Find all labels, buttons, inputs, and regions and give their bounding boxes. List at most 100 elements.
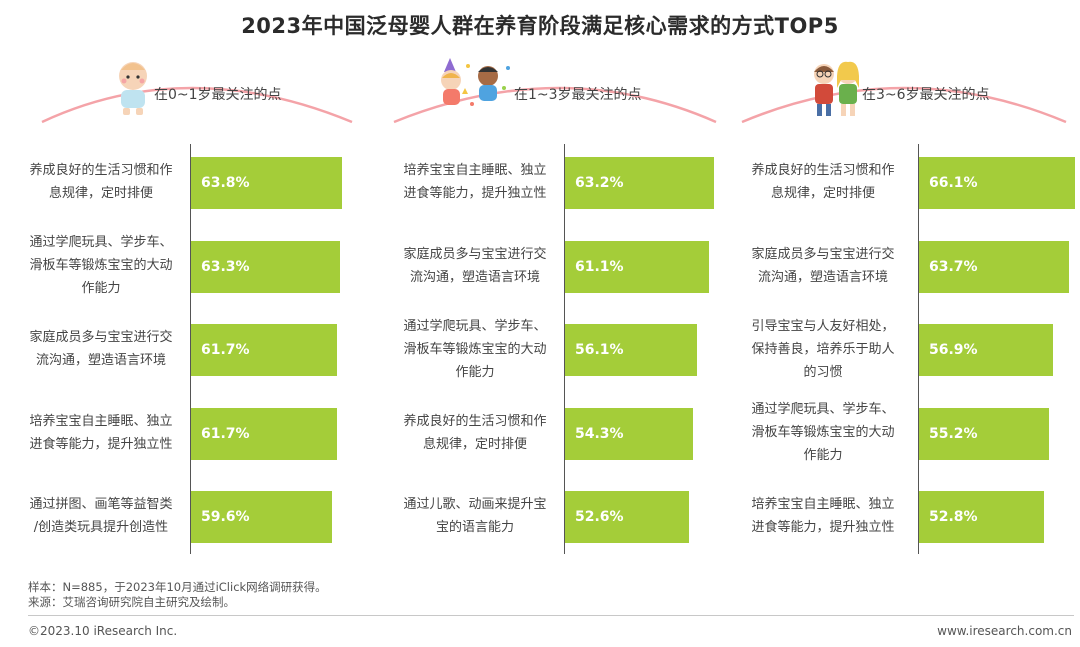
bar: 52.6% <box>565 491 689 543</box>
data-label: 66.1% <box>929 175 978 191</box>
bar: 61.7% <box>191 407 337 460</box>
data-label: 61.7% <box>201 425 250 442</box>
category-label: 通过学爬玩具、学步车、 滑板车等锻炼宝宝的大动 作能力 <box>386 319 564 380</box>
category-label-line: 培养宝宝自主睡眠、独立 <box>403 163 547 178</box>
category-label: 养成良好的生活习惯和作 息规律，定时排便 <box>386 403 564 463</box>
bar-row: 培养宝宝自主睡眠、独立 进食等能力，提升独立性 63.2% <box>386 152 738 212</box>
data-label: 61.1% <box>575 258 624 275</box>
data-label: 63.8% <box>201 175 250 191</box>
bar: 59.6% <box>191 491 332 543</box>
axis-line <box>190 144 191 554</box>
category-label-line: 通过学爬玩具、学步车、 <box>403 318 547 334</box>
bar: 63.2% <box>565 157 714 209</box>
category-label-line: 流沟通，塑造语言环境 <box>409 269 540 285</box>
bar-row: 养成良好的生活习惯和作 息规律，定时排便 66.1% <box>728 152 1080 212</box>
category-label-line: 作能力 <box>81 281 121 296</box>
category-label-line: 家庭成员多与宝宝进行交 <box>29 330 173 345</box>
data-label: 55.2% <box>929 425 978 442</box>
bar: 63.3% <box>191 240 340 293</box>
data-label: 63.7% <box>929 258 978 275</box>
bar: 66.1% <box>919 157 1075 209</box>
panel-0-1-years: 在0~1岁最关注的点 养成良好的生活习惯和作 息规律，定时排便 63.8% 通过学爬玩… <box>12 50 364 570</box>
category-label: 培养宝宝自主睡眠、独立 进食等能力，提升独立性 <box>728 486 918 546</box>
data-label: 52.8% <box>929 509 978 525</box>
category-label-line: 进食等能力，提升独立性 <box>29 436 173 452</box>
category-label-line: 通过学爬玩具、学步车、 <box>29 235 173 250</box>
bar: 52.8% <box>919 491 1044 543</box>
category-label-line: 养成良好的生活习惯和作 <box>403 413 547 429</box>
data-label: 59.6% <box>201 509 250 525</box>
bar-row: 通过学爬玩具、学步车、 滑板车等锻炼宝宝的大动 作能力 56.1% <box>386 319 738 380</box>
footer-divider <box>28 615 1074 616</box>
category-label-line: /创造类玩具提升创造性 <box>33 520 169 535</box>
category-label-line: 培养宝宝自主睡眠、独立 <box>751 497 895 512</box>
bar-row: 养成良好的生活习惯和作 息规律，定时排便 63.8% <box>12 152 364 212</box>
category-label-line: 家庭成员多与宝宝进行交 <box>751 246 895 262</box>
bar-row: 家庭成员多与宝宝进行交 流沟通，塑造语言环境 61.1% <box>386 236 738 296</box>
data-label: 52.6% <box>575 509 624 525</box>
axis-line <box>564 144 565 554</box>
category-label: 通过儿歌、动画来提升宝 宝的语言能力 <box>386 486 564 546</box>
category-label: 家庭成员多与宝宝进行交 流沟通，塑造语言环境 <box>12 319 190 379</box>
category-label-line: 家庭成员多与宝宝进行交 <box>403 246 547 262</box>
category-label: 家庭成员多与宝宝进行交 流沟通，塑造语言环境 <box>386 236 564 296</box>
website: www.iresearch.com.cn <box>937 624 1072 638</box>
baby-icon <box>112 58 154 120</box>
bar-row: 通过学爬玩具、学步车、 滑板车等锻炼宝宝的大动 作能力 55.2% <box>728 402 1080 463</box>
category-label-line: 息规律，定时排便 <box>48 186 153 201</box>
bar: 56.1% <box>565 324 697 376</box>
bar: 61.7% <box>191 324 337 376</box>
data-label: 61.7% <box>201 342 250 358</box>
category-label-line: 作能力 <box>455 364 495 380</box>
copyright: ©2023.10 iResearch Inc. <box>28 624 178 638</box>
category-label-line: 息规律，定时排便 <box>770 186 875 201</box>
bar-row: 培养宝宝自主睡眠、独立 进食等能力，提升独立性 52.8% <box>728 486 1080 546</box>
category-label: 通过学爬玩具、学步车、 滑板车等锻炼宝宝的大动 作能力 <box>12 235 190 296</box>
bar: 63.7% <box>919 240 1069 293</box>
category-label-line: 的习惯 <box>803 364 843 380</box>
bar-row: 引导宝宝与人友好相处， 保持善良，培养乐于助人 的习惯 56.9% <box>728 319 1080 380</box>
category-label: 养成良好的生活习惯和作 息规律，定时排便 <box>728 152 918 212</box>
bar-row: 通过学爬玩具、学步车、 滑板车等锻炼宝宝的大动 作能力 63.3% <box>12 235 364 296</box>
category-label: 通过学爬玩具、学步车、 滑板车等锻炼宝宝的大动 作能力 <box>728 402 918 463</box>
category-label-line: 通过学爬玩具、学步车、 <box>751 402 895 417</box>
panel-header: 在1~3岁最关注的点 <box>514 87 642 103</box>
bar-row: 通过拼图、画笔等益智类/创造类玩具提升创造性 59.6% <box>12 486 364 546</box>
category-label-line: 滑板车等锻炼宝宝的大动 <box>751 425 895 440</box>
header-arc <box>741 86 1067 124</box>
category-label-line: 通过儿歌、动画来提升宝 <box>403 497 547 512</box>
category-label-line: 宝的语言能力 <box>435 520 514 535</box>
bar: 55.2% <box>919 407 1049 460</box>
category-label: 家庭成员多与宝宝进行交 流沟通，塑造语言环境 <box>728 236 918 296</box>
category-label-line: 引导宝宝与人友好相处， <box>751 318 895 334</box>
footer-notes: 样本：N=885，于2023年10月通过iClick网络调研获得。 来源：艾瑞咨… <box>28 580 327 610</box>
category-label-line: 流沟通，塑造语言环境 <box>35 353 166 368</box>
category-label: 引导宝宝与人友好相处， 保持善良，培养乐于助人 的习惯 <box>728 319 918 380</box>
category-label-line: 通过拼图、画笔等益智类 <box>29 497 173 512</box>
header-arc <box>393 86 717 124</box>
category-label-line: 滑板车等锻炼宝宝的大动 <box>403 341 547 357</box>
data-label: 54.3% <box>575 425 624 442</box>
category-label-line: 作能力 <box>803 448 843 463</box>
data-label: 63.2% <box>575 175 624 191</box>
category-label-line: 息规律，定时排便 <box>422 436 527 452</box>
category-label: 通过拼图、画笔等益智类/创造类玩具提升创造性 <box>12 486 190 546</box>
category-label-line: 养成良好的生活习惯和作 <box>751 163 895 178</box>
category-label-line: 滑板车等锻炼宝宝的大动 <box>29 258 173 273</box>
children-icon <box>808 58 864 122</box>
bar-row: 家庭成员多与宝宝进行交 流沟通，塑造语言环境 63.7% <box>728 236 1080 296</box>
sample-note: 样本：N=885，于2023年10月通过iClick网络调研获得。 <box>28 580 327 594</box>
panel-1-3-years: 在1~3岁最关注的点 培养宝宝自主睡眠、独立 进食等能力，提升独立性 63.2% 家庭… <box>386 50 738 570</box>
category-label-line: 流沟通，塑造语言环境 <box>757 269 888 285</box>
header-arc <box>41 86 353 124</box>
bar: 63.8% <box>191 157 342 209</box>
category-label-line: 保持善良，培养乐于助人 <box>751 341 895 357</box>
category-label-line: 培养宝宝自主睡眠、独立 <box>29 413 173 429</box>
bar: 54.3% <box>565 407 693 460</box>
bar-row: 培养宝宝自主睡眠、独立 进食等能力，提升独立性 61.7% <box>12 403 364 463</box>
category-label-line: 进食等能力，提升独立性 <box>403 186 547 201</box>
bar-row: 通过儿歌、动画来提升宝 宝的语言能力 52.6% <box>386 486 738 546</box>
panel-header: 在0~1岁最关注的点 <box>154 87 282 103</box>
category-label-line: 进食等能力，提升独立性 <box>751 520 895 535</box>
data-label: 63.3% <box>201 258 250 275</box>
